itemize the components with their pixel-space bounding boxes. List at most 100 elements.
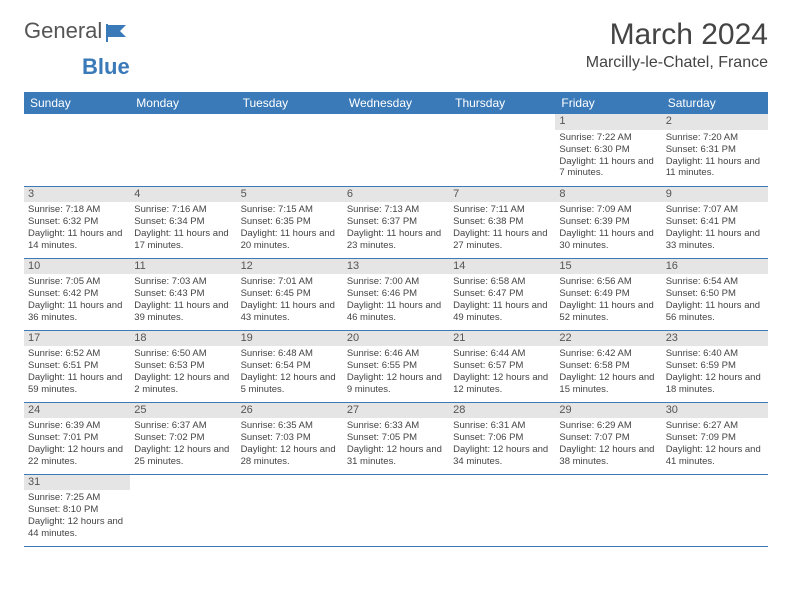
daylight: Daylight: 12 hours and 25 minutes. xyxy=(134,444,232,468)
sunset: Sunset: 6:50 PM xyxy=(666,288,764,300)
sunset: Sunset: 7:07 PM xyxy=(559,432,657,444)
day-number: 31 xyxy=(24,475,130,491)
sunrise: Sunrise: 7:00 AM xyxy=(347,276,445,288)
sunrise: Sunrise: 7:13 AM xyxy=(347,204,445,216)
sunrise: Sunrise: 6:33 AM xyxy=(347,420,445,432)
calendar-cell: 21Sunrise: 6:44 AMSunset: 6:57 PMDayligh… xyxy=(449,330,555,402)
sunset: Sunset: 6:43 PM xyxy=(134,288,232,300)
sunrise: Sunrise: 7:18 AM xyxy=(28,204,126,216)
day-info: Sunrise: 7:22 AMSunset: 6:30 PMDaylight:… xyxy=(559,132,657,180)
calendar-cell: 31Sunrise: 7:25 AMSunset: 8:10 PMDayligh… xyxy=(24,474,130,546)
day-info: Sunrise: 6:29 AMSunset: 7:07 PMDaylight:… xyxy=(559,420,657,468)
day-number: 11 xyxy=(130,259,236,275)
daylight: Daylight: 11 hours and 14 minutes. xyxy=(28,228,126,252)
sunset: Sunset: 7:02 PM xyxy=(134,432,232,444)
sunset: Sunset: 6:38 PM xyxy=(453,216,551,228)
daylight: Daylight: 12 hours and 38 minutes. xyxy=(559,444,657,468)
calendar-cell: 30Sunrise: 6:27 AMSunset: 7:09 PMDayligh… xyxy=(662,402,768,474)
day-info: Sunrise: 6:46 AMSunset: 6:55 PMDaylight:… xyxy=(347,348,445,396)
weekday-header: Friday xyxy=(555,92,661,114)
sunrise: Sunrise: 7:05 AM xyxy=(28,276,126,288)
day-number: 16 xyxy=(662,259,768,275)
day-number: 15 xyxy=(555,259,661,275)
daylight: Daylight: 11 hours and 7 minutes. xyxy=(559,156,657,180)
day-number: 3 xyxy=(24,187,130,203)
calendar-cell xyxy=(343,474,449,546)
calendar-body: 1Sunrise: 7:22 AMSunset: 6:30 PMDaylight… xyxy=(24,114,768,546)
calendar-row: 1Sunrise: 7:22 AMSunset: 6:30 PMDaylight… xyxy=(24,114,768,186)
day-info: Sunrise: 6:54 AMSunset: 6:50 PMDaylight:… xyxy=(666,276,764,324)
sunrise: Sunrise: 6:52 AM xyxy=(28,348,126,360)
daylight: Daylight: 11 hours and 59 minutes. xyxy=(28,372,126,396)
calendar-cell: 29Sunrise: 6:29 AMSunset: 7:07 PMDayligh… xyxy=(555,402,661,474)
sunrise: Sunrise: 7:11 AM xyxy=(453,204,551,216)
day-number: 12 xyxy=(237,259,343,275)
sunrise: Sunrise: 7:01 AM xyxy=(241,276,339,288)
calendar-row: 31Sunrise: 7:25 AMSunset: 8:10 PMDayligh… xyxy=(24,474,768,546)
day-info: Sunrise: 6:40 AMSunset: 6:59 PMDaylight:… xyxy=(666,348,764,396)
calendar-cell: 17Sunrise: 6:52 AMSunset: 6:51 PMDayligh… xyxy=(24,330,130,402)
calendar-cell xyxy=(130,474,236,546)
day-info: Sunrise: 6:50 AMSunset: 6:53 PMDaylight:… xyxy=(134,348,232,396)
day-info: Sunrise: 6:48 AMSunset: 6:54 PMDaylight:… xyxy=(241,348,339,396)
sunrise: Sunrise: 6:39 AM xyxy=(28,420,126,432)
day-info: Sunrise: 7:15 AMSunset: 6:35 PMDaylight:… xyxy=(241,204,339,252)
day-info: Sunrise: 6:33 AMSunset: 7:05 PMDaylight:… xyxy=(347,420,445,468)
calendar-cell: 14Sunrise: 6:58 AMSunset: 6:47 PMDayligh… xyxy=(449,258,555,330)
weekday-header: Tuesday xyxy=(237,92,343,114)
calendar-cell xyxy=(449,474,555,546)
calendar-cell: 18Sunrise: 6:50 AMSunset: 6:53 PMDayligh… xyxy=(130,330,236,402)
sunset: Sunset: 6:39 PM xyxy=(559,216,657,228)
calendar-cell: 15Sunrise: 6:56 AMSunset: 6:49 PMDayligh… xyxy=(555,258,661,330)
sunrise: Sunrise: 7:09 AM xyxy=(559,204,657,216)
day-info: Sunrise: 7:20 AMSunset: 6:31 PMDaylight:… xyxy=(666,132,764,180)
sunrise: Sunrise: 6:27 AM xyxy=(666,420,764,432)
day-info: Sunrise: 6:31 AMSunset: 7:06 PMDaylight:… xyxy=(453,420,551,468)
calendar-cell xyxy=(662,474,768,546)
sunrise: Sunrise: 7:03 AM xyxy=(134,276,232,288)
sunset: Sunset: 6:54 PM xyxy=(241,360,339,372)
day-number: 4 xyxy=(130,187,236,203)
day-info: Sunrise: 6:39 AMSunset: 7:01 PMDaylight:… xyxy=(28,420,126,468)
day-info: Sunrise: 7:13 AMSunset: 6:37 PMDaylight:… xyxy=(347,204,445,252)
weekday-header: Wednesday xyxy=(343,92,449,114)
daylight: Daylight: 12 hours and 15 minutes. xyxy=(559,372,657,396)
calendar-table: Sunday Monday Tuesday Wednesday Thursday… xyxy=(24,92,768,547)
daylight: Daylight: 11 hours and 30 minutes. xyxy=(559,228,657,252)
day-number: 5 xyxy=(237,187,343,203)
sunset: Sunset: 6:51 PM xyxy=(28,360,126,372)
day-info: Sunrise: 7:25 AMSunset: 8:10 PMDaylight:… xyxy=(28,492,126,540)
day-number: 27 xyxy=(343,403,449,419)
calendar-cell: 11Sunrise: 7:03 AMSunset: 6:43 PMDayligh… xyxy=(130,258,236,330)
sunrise: Sunrise: 6:42 AM xyxy=(559,348,657,360)
calendar-cell: 28Sunrise: 6:31 AMSunset: 7:06 PMDayligh… xyxy=(449,402,555,474)
sunrise: Sunrise: 6:48 AM xyxy=(241,348,339,360)
sunset: Sunset: 7:09 PM xyxy=(666,432,764,444)
daylight: Daylight: 12 hours and 22 minutes. xyxy=(28,444,126,468)
calendar-row: 17Sunrise: 6:52 AMSunset: 6:51 PMDayligh… xyxy=(24,330,768,402)
sunrise: Sunrise: 7:25 AM xyxy=(28,492,126,504)
sunset: Sunset: 6:42 PM xyxy=(28,288,126,300)
day-info: Sunrise: 7:18 AMSunset: 6:32 PMDaylight:… xyxy=(28,204,126,252)
sunset: Sunset: 6:49 PM xyxy=(559,288,657,300)
day-info: Sunrise: 6:56 AMSunset: 6:49 PMDaylight:… xyxy=(559,276,657,324)
day-number: 28 xyxy=(449,403,555,419)
day-number: 13 xyxy=(343,259,449,275)
calendar-cell xyxy=(343,114,449,186)
day-info: Sunrise: 7:07 AMSunset: 6:41 PMDaylight:… xyxy=(666,204,764,252)
sunset: Sunset: 6:46 PM xyxy=(347,288,445,300)
sunset: Sunset: 8:10 PM xyxy=(28,504,126,516)
day-number: 14 xyxy=(449,259,555,275)
calendar-cell: 22Sunrise: 6:42 AMSunset: 6:58 PMDayligh… xyxy=(555,330,661,402)
calendar-cell xyxy=(449,114,555,186)
sunrise: Sunrise: 6:37 AM xyxy=(134,420,232,432)
calendar-cell: 8Sunrise: 7:09 AMSunset: 6:39 PMDaylight… xyxy=(555,186,661,258)
month-title: March 2024 xyxy=(586,18,768,52)
day-number: 8 xyxy=(555,187,661,203)
day-info: Sunrise: 7:03 AMSunset: 6:43 PMDaylight:… xyxy=(134,276,232,324)
calendar-cell: 7Sunrise: 7:11 AMSunset: 6:38 PMDaylight… xyxy=(449,186,555,258)
calendar-cell xyxy=(24,114,130,186)
calendar-cell: 20Sunrise: 6:46 AMSunset: 6:55 PMDayligh… xyxy=(343,330,449,402)
day-number: 21 xyxy=(449,331,555,347)
calendar-row: 24Sunrise: 6:39 AMSunset: 7:01 PMDayligh… xyxy=(24,402,768,474)
